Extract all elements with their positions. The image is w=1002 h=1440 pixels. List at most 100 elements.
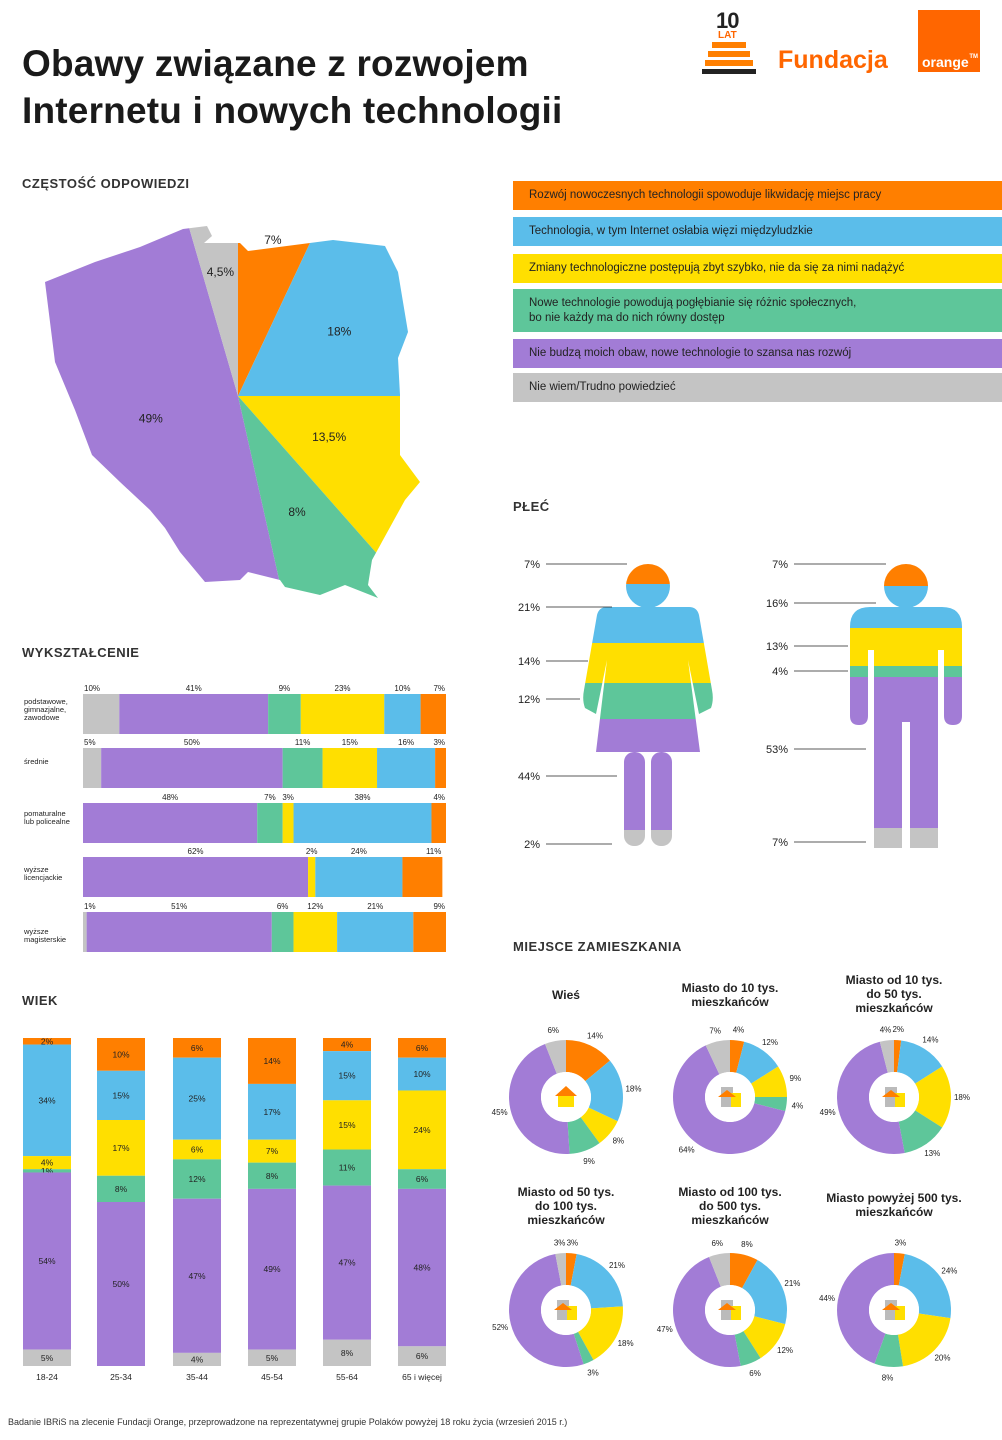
donut-value-label: 14% (922, 1036, 938, 1045)
age-value-label: 6% (191, 1145, 204, 1155)
age-segment-blue (323, 1051, 371, 1101)
map-slice-label: 7% (264, 233, 282, 247)
donut-value-label: 49% (820, 1108, 836, 1117)
edu-segment-blue (337, 912, 414, 952)
man-value-label: 4% (772, 666, 788, 678)
age-value-label: 50% (112, 1279, 129, 1289)
edu-segment-green (268, 694, 301, 734)
edu-segment-orange (435, 748, 446, 788)
edu-segment-orange (413, 912, 446, 952)
donut-title: Miasto od 100 tys. (678, 1185, 781, 1199)
age-value-label: 8% (266, 1171, 279, 1181)
legend-item-too-fast: Zmiany technologiczne postępują zbyt szy… (513, 254, 1002, 283)
edu-value-label: 3% (433, 738, 445, 747)
donut-title: mieszkańców (691, 1213, 769, 1227)
age-value-label: 54% (38, 1256, 55, 1266)
age-value-label: 17% (112, 1143, 129, 1153)
donut-segment-orange (566, 1253, 577, 1286)
donut-segment-orange (894, 1253, 905, 1286)
donut-segment-green (567, 1117, 600, 1154)
donut-value-label: 12% (777, 1346, 793, 1355)
donut-value-label: 3% (567, 1238, 579, 1247)
age-value-label: 15% (112, 1090, 129, 1100)
age-value-label: 5% (41, 1353, 54, 1363)
fundacja-logo-text: Fundacja (778, 46, 888, 74)
donut-value-label: 18% (625, 1084, 641, 1093)
age-segment-yellow (173, 1139, 221, 1160)
donut-value-label: 8% (613, 1136, 625, 1145)
edu-value-label: 5% (84, 738, 96, 747)
man-value-label: 7% (772, 559, 788, 571)
donut-segment-gray (709, 1253, 730, 1287)
title-line-1: Obawy związane z rozwojem (22, 43, 529, 84)
age-segment-gray (398, 1346, 446, 1366)
age-segment-green (173, 1159, 221, 1199)
age-value-label: 11% (339, 1163, 356, 1173)
age-segment-yellow (97, 1120, 145, 1176)
donut-value-label: 52% (492, 1323, 508, 1332)
building-icon (554, 1300, 577, 1320)
edu-row-label: średnie (24, 757, 49, 766)
legend-item-no-concerns: Nie budzą moich obaw, nowe technologie t… (513, 339, 1002, 368)
edu-value-label: 15% (342, 738, 358, 747)
edu-value-label: 16% (398, 738, 414, 747)
age-value-label: 25% (188, 1094, 205, 1104)
donut-value-label: 4% (733, 1026, 745, 1035)
donut-title: Wieś (552, 988, 580, 1002)
donut-segment-green (898, 1110, 943, 1153)
edu-value-label: 48% (162, 793, 178, 802)
donut-value-label: 4% (880, 1026, 892, 1035)
edu-value-label: 62% (188, 847, 204, 856)
frequency-map-pie: 7% 18% 13,5% 8% 49% 4,5% (45, 226, 420, 598)
donut-segment-purple (836, 1253, 894, 1364)
donut-segment-orange (894, 1040, 902, 1073)
age-value-label: 4% (41, 1158, 54, 1168)
edu-row-label: gimnazjalne, (24, 705, 66, 714)
edu-row-label: podstawowe, (24, 697, 68, 706)
donut-segment-orange (566, 1040, 610, 1082)
map-slice-gray (92, 226, 238, 396)
age-segment-gray (23, 1349, 71, 1366)
age-column-label: 18-24 (36, 1372, 58, 1382)
edu-value-label: 51% (171, 902, 187, 911)
edu-value-label: 1% (84, 902, 96, 911)
title-line-2: Internetu i nowych technologii (22, 90, 563, 131)
age-value-label: 48% (413, 1263, 430, 1273)
age-value-label: 6% (191, 1043, 204, 1053)
edu-value-label: 9% (279, 684, 291, 693)
age-segment-green (97, 1175, 145, 1202)
age-column-label: 55-64 (336, 1372, 358, 1382)
donut-title: Miasto do 10 tys. (682, 981, 779, 995)
edu-segment-orange (402, 857, 443, 897)
donut-segment-purple (508, 1254, 584, 1368)
donut-segment-green (734, 1331, 761, 1366)
donut-title: do 100 tys. (535, 1199, 597, 1213)
age-value-label: 8% (341, 1348, 354, 1358)
age-segment-yellow (323, 1100, 371, 1150)
woman-value-label: 44% (518, 771, 540, 783)
edu-row-label: lub policealne (24, 817, 70, 826)
donut-title: Miasto od 10 tys. (846, 973, 943, 987)
donut-segment-purple (836, 1041, 905, 1154)
age-segment-orange (23, 1038, 71, 1045)
map-slice-label: 4,5% (207, 265, 235, 279)
donut-value-label: 21% (609, 1261, 625, 1270)
donut-value-label: 8% (741, 1240, 753, 1249)
legend-item-relations: Technologia, w tym Internet osłabia więz… (513, 217, 1002, 246)
section-gender: PŁEĆ (513, 499, 550, 514)
edu-value-label: 7% (264, 793, 276, 802)
age-segment-yellow (398, 1090, 446, 1170)
donut-segment-green (573, 1331, 594, 1365)
map-slice-blue (238, 226, 420, 396)
legend-label: Rozwój nowoczesnych technologii spowoduj… (529, 189, 882, 201)
edu-segment-purple (83, 803, 258, 843)
cake-icon (702, 42, 756, 74)
age-segment-purple (398, 1188, 446, 1347)
donut-value-label: 64% (679, 1145, 695, 1154)
woman-value-label: 21% (518, 602, 540, 614)
man-value-label: 13% (766, 641, 788, 653)
donut-segment-purple (673, 1257, 741, 1367)
age-segment-orange (398, 1038, 446, 1058)
edu-segment-orange (420, 694, 446, 734)
edu-value-label: 11% (295, 738, 310, 747)
